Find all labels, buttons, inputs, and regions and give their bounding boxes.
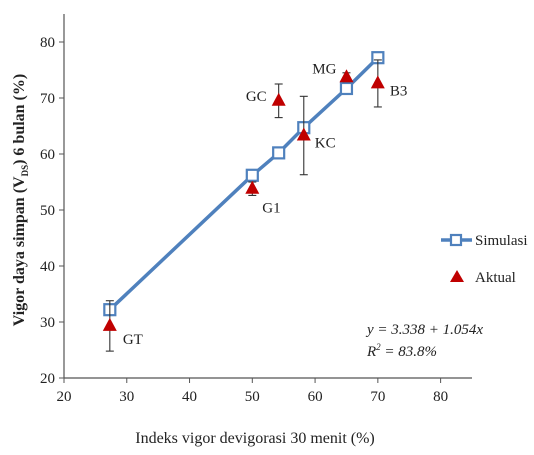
y-tick-label: 50	[40, 203, 55, 219]
y-tick-label: 30	[40, 315, 55, 331]
y-axis-title-sub: DS	[20, 165, 30, 177]
point-label-gc: GC	[246, 89, 267, 105]
axes	[63, 14, 472, 379]
y-axis-title: Vigor daya simpan (VDS) 6 bulan (%)	[11, 74, 30, 326]
y-tick-label: 60	[40, 147, 55, 163]
y-tick-label: 80	[40, 35, 55, 51]
aktual-marker-5	[370, 75, 385, 89]
aktual-marker-2	[271, 92, 286, 106]
point-label-gt: GT	[123, 332, 143, 348]
point-label-kc: KC	[315, 136, 336, 152]
y-axis-title-prefix: Vigor daya simpan (V	[11, 176, 28, 326]
point-label-b3: B3	[390, 83, 408, 99]
aktual-series	[102, 59, 385, 352]
legend-simulasi-label: Simulasi	[475, 233, 528, 249]
point-label-g1: G1	[262, 201, 280, 217]
legend-aktual-marker	[450, 270, 464, 282]
x-tick-label: 30	[119, 389, 134, 405]
y-tick-label: 40	[40, 259, 55, 275]
simulasi-marker-2	[272, 146, 286, 160]
aktual-marker-1	[245, 180, 260, 194]
simulasi-marker-4	[339, 81, 354, 96]
x-tick-label: 70	[370, 389, 385, 405]
regression-equation: y = 3.338 + 1.054x	[365, 322, 483, 338]
r-squared-r: R	[366, 344, 376, 360]
x-tick-label: 60	[308, 389, 323, 405]
simulasi-series	[103, 51, 385, 317]
y-axis-title-suffix: ) 6 bulan (%)	[11, 74, 28, 165]
y-tick-label: 20	[40, 371, 55, 387]
aktual-marker-3	[296, 127, 311, 141]
r-squared: R2 = 83.8%	[366, 342, 437, 360]
aktual-marker-0	[102, 317, 117, 331]
tick-group: 20 30 40 50 60 70 80 20 30 40 50 60 70 80	[40, 35, 448, 405]
y-tick-label: 70	[40, 91, 55, 107]
legend-aktual-label: Aktual	[475, 270, 516, 286]
x-tick-label: 40	[182, 389, 197, 405]
r-squared-sup: 2	[376, 342, 381, 352]
simulasi-marker-1	[245, 168, 259, 182]
legend: Simulasi Aktual	[441, 233, 528, 286]
x-tick-label: 20	[57, 389, 72, 405]
simulasi-line	[108, 56, 380, 311]
r-squared-value: = 83.8%	[381, 344, 437, 360]
point-label-mg: MG	[312, 61, 336, 77]
aktual-marker-4	[339, 69, 354, 83]
point-labels: GT G1 GC KC MG B3	[123, 61, 408, 348]
x-tick-label: 50	[245, 389, 260, 405]
x-tick-label: 80	[433, 389, 448, 405]
legend-simulasi-marker	[449, 233, 463, 247]
x-axis-title: Indeks vigor devigorasi 30 menit (%)	[135, 430, 375, 447]
